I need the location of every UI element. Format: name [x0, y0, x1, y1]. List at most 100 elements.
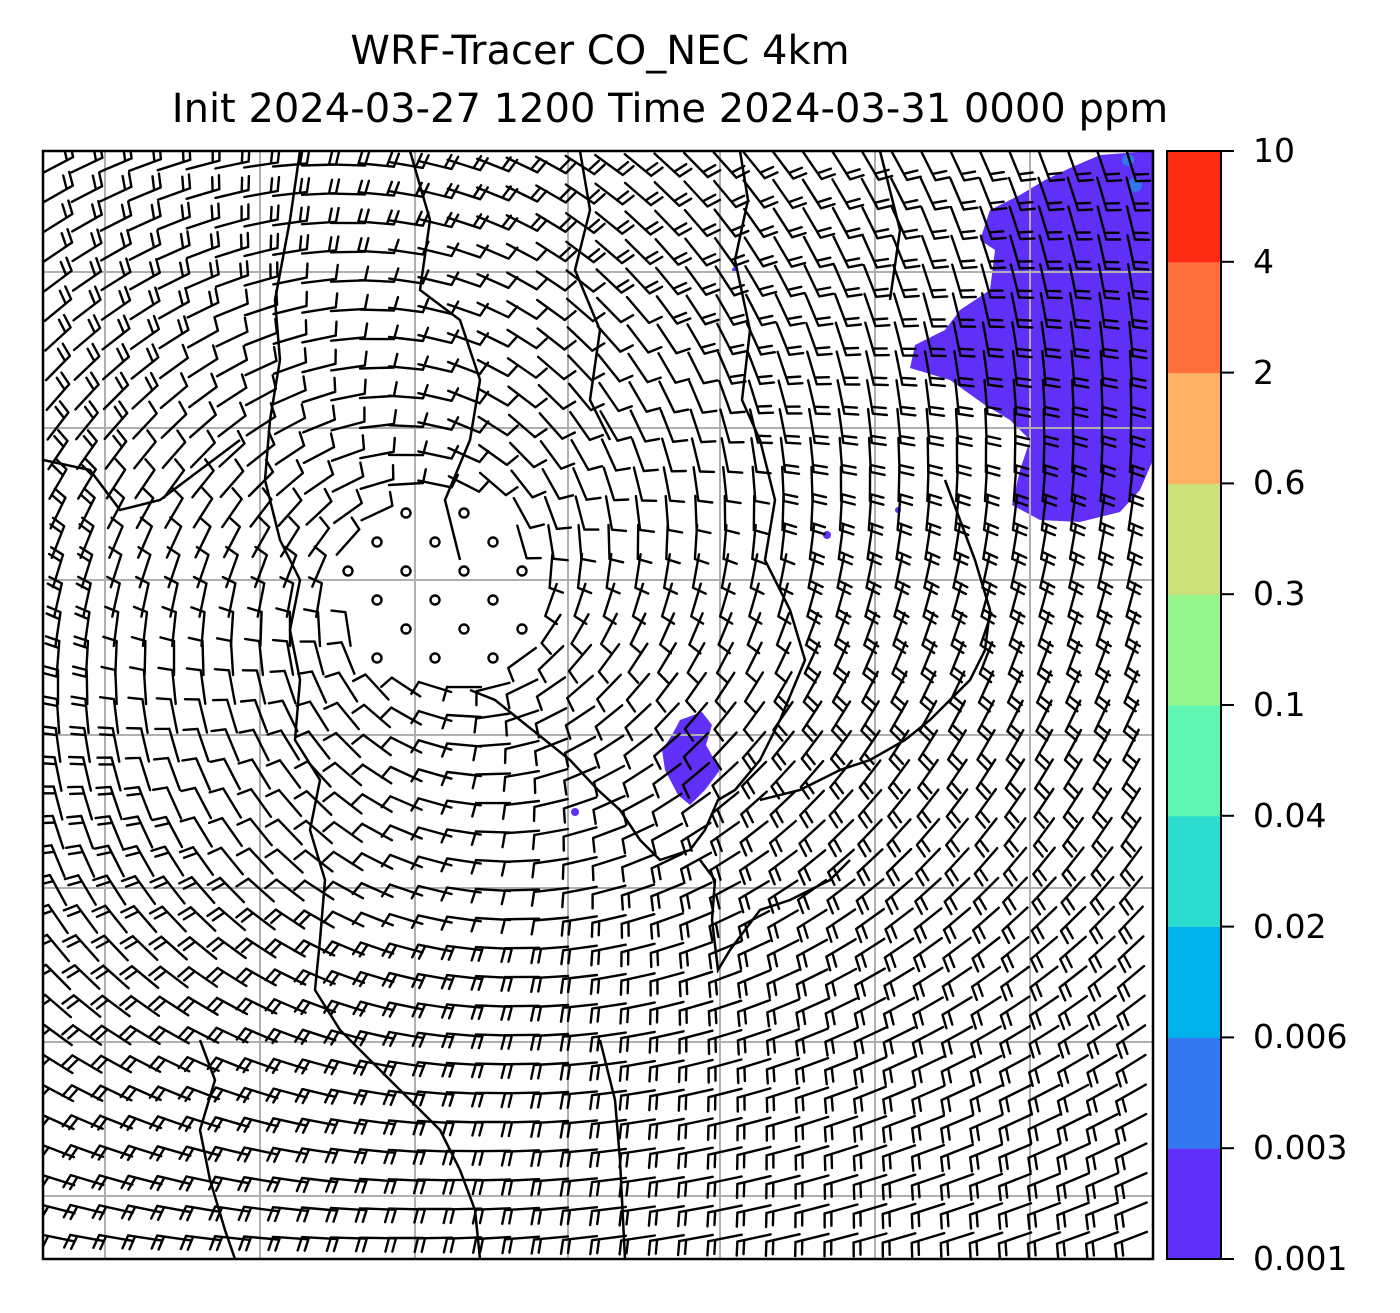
- wind-barb: [868, 465, 885, 506]
- wind-barb: [160, 400, 188, 439]
- wind-barb: [152, 786, 183, 820]
- wind-barb: [380, 706, 422, 726]
- wind-barb: [618, 1118, 656, 1140]
- wind-barb: [1012, 378, 1032, 418]
- wind-barb: [624, 703, 652, 742]
- wind-barb: [921, 263, 949, 299]
- wind-barb: [1085, 1172, 1119, 1202]
- wind-barb: [381, 942, 424, 959]
- calm-wind-marker: [516, 565, 528, 577]
- calm-wind-marker: [458, 565, 470, 577]
- wind-barb: [1007, 151, 1037, 182]
- wind-barb: [951, 292, 977, 328]
- wind-barb: [881, 1202, 917, 1230]
- wind-barb: [794, 1115, 830, 1143]
- wind-barb: [1096, 176, 1122, 212]
- wind-barb: [1057, 1054, 1089, 1088]
- wind-barb: [322, 761, 363, 787]
- wind-barb: [1069, 494, 1086, 537]
- wind-barb: [1057, 1024, 1089, 1059]
- wind-barb: [689, 408, 717, 444]
- wind-barb: [322, 880, 365, 900]
- wind-barb: [279, 516, 301, 558]
- wind-barb: [711, 761, 739, 800]
- wind-barb: [100, 257, 132, 292]
- wind-barb: [881, 1144, 917, 1172]
- wind-barb: [214, 260, 250, 288]
- wind-barb: [661, 437, 687, 473]
- wind-barb: [1097, 234, 1121, 271]
- wind-barb: [305, 487, 333, 526]
- wind-barb: [192, 487, 214, 529]
- wind-barb: [561, 885, 598, 909]
- wind-barb: [861, 206, 893, 240]
- wind-barb: [62, 934, 100, 962]
- wind-barb: [108, 516, 124, 559]
- wind-barb: [567, 354, 606, 382]
- calm-wind-marker: [458, 507, 470, 519]
- wind-barb: [505, 678, 539, 710]
- wind-barb: [128, 666, 148, 706]
- calm-wind-marker: [458, 623, 470, 635]
- wind-barb: [532, 797, 569, 823]
- wind-barb: [594, 153, 635, 177]
- wind-barb: [1066, 176, 1094, 212]
- wind-barb: [687, 351, 719, 385]
- wind-barb: [971, 936, 1001, 973]
- wind-barb: [574, 495, 600, 531]
- wind-barb: [380, 736, 423, 754]
- wind-barb: [271, 638, 295, 676]
- wind-barb: [76, 429, 98, 471]
- wind-barb: [1124, 611, 1141, 654]
- wind-barb: [655, 672, 679, 713]
- wind-barb: [779, 523, 796, 566]
- wind-barb: [1011, 349, 1033, 389]
- wind-barb: [1028, 1054, 1060, 1088]
- colorbar-segment: [1167, 261, 1221, 374]
- wind-barb: [604, 495, 628, 533]
- wind-barb: [1028, 1024, 1060, 1059]
- wind-barb: [920, 234, 950, 270]
- wind-barb: [537, 383, 577, 411]
- wind-barb: [297, 670, 328, 704]
- wind-barb: [417, 473, 460, 489]
- wind-barb: [1063, 728, 1083, 771]
- wind-barb: [917, 758, 939, 800]
- wind-barb: [890, 670, 908, 713]
- wind-barb: [736, 1057, 772, 1085]
- wind-barb: [885, 847, 913, 887]
- wind-barb: [743, 671, 765, 713]
- wind-barb: [264, 1027, 308, 1045]
- wind-barb: [1066, 151, 1094, 183]
- wind-barb: [330, 434, 366, 462]
- wind-barb: [740, 760, 768, 800]
- wind-barb: [100, 228, 132, 262]
- wind-barb: [43, 151, 75, 175]
- wind-barb: [351, 733, 392, 757]
- wind-barb: [505, 156, 548, 174]
- wind-barb: [852, 1173, 888, 1201]
- wind-barb: [735, 1174, 772, 1200]
- wind-barb: [123, 786, 153, 820]
- wind-barb: [589, 1089, 628, 1111]
- wind-barb: [1039, 263, 1063, 300]
- wind-barb: [1115, 1024, 1147, 1059]
- wind-barb: [626, 324, 663, 354]
- wind-barb: [1027, 1084, 1061, 1116]
- wind-barb: [1066, 611, 1083, 654]
- wind-barb: [1125, 205, 1151, 241]
- wind-barb: [890, 151, 922, 182]
- wind-barb: [1008, 205, 1036, 241]
- wind-barb: [159, 636, 176, 677]
- wind-barb: [447, 475, 490, 493]
- wind-barb: [505, 185, 548, 203]
- wind-barb: [293, 819, 334, 845]
- wind-barb: [652, 762, 682, 799]
- wind-barb: [293, 879, 335, 901]
- wind-barb: [968, 1202, 1004, 1230]
- wind-barb: [271, 177, 311, 198]
- wind-barb: [177, 1085, 221, 1103]
- colorbar-segment: [1167, 1148, 1221, 1260]
- wind-barb: [683, 180, 722, 208]
- wind-barb: [151, 815, 184, 849]
